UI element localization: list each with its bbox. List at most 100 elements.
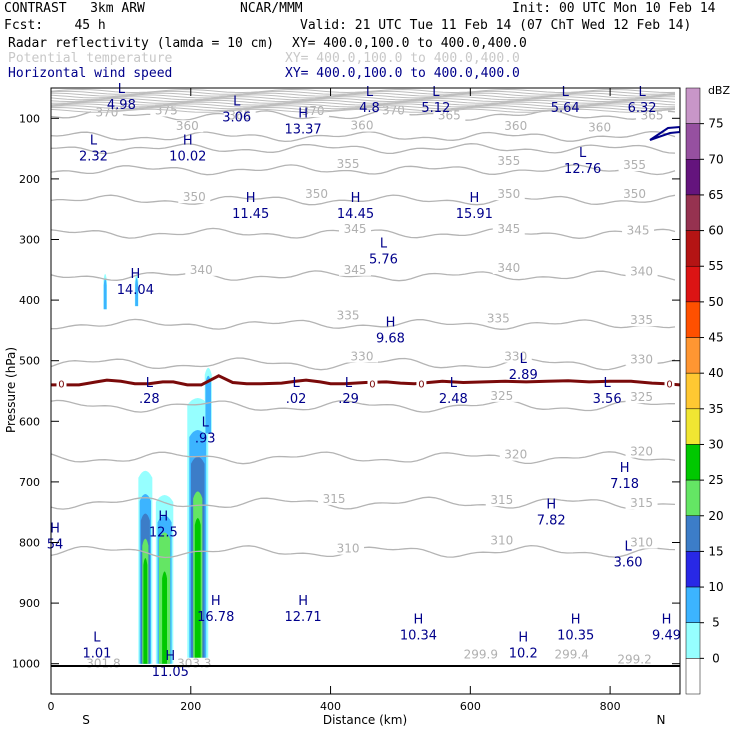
y-axis-label: Pressure (hPa)	[4, 347, 18, 433]
theta-label-bg	[625, 536, 658, 549]
wind-extremum-type: L	[562, 85, 570, 100]
theta-label-bg	[492, 154, 525, 167]
colorbar-level-label: 60	[708, 224, 723, 238]
theta-label-bg	[433, 109, 466, 122]
colorbar-level-label: 0	[712, 651, 720, 665]
colorbar-swatch	[685, 658, 701, 695]
stratosphere-contour-line	[51, 90, 676, 95]
colorbar-swatch	[685, 479, 701, 517]
theta-contour-label: 325	[490, 389, 513, 403]
x-tick-label: 400	[320, 700, 341, 713]
colorbar-swatch	[685, 372, 701, 410]
stratosphere-contour-line	[51, 92, 676, 97]
theta-label-bg	[625, 314, 658, 327]
wind-extremum-value: 3.56	[593, 392, 622, 407]
wind-extremum-value: 1.01	[82, 647, 111, 662]
freezing-level-layer: 0 0 0 0	[51, 125, 680, 391]
x-tick-label: 800	[600, 700, 621, 713]
theta-label-bg	[499, 350, 532, 363]
theta-contour-label: 355	[623, 158, 646, 172]
colorbar-level-label: 70	[708, 152, 723, 166]
field1-name: Radar reflectivity (lamda = 10 cm)	[8, 36, 275, 51]
theta-contour-label: 365	[438, 108, 461, 122]
wind-extremum-value: 7.82	[537, 513, 566, 528]
wind-extremum-value: 9.49	[652, 628, 681, 643]
wind-extremum-value: 3.60	[614, 556, 643, 571]
wind-extremum-type: H	[662, 612, 672, 627]
theta-label-bg	[555, 648, 588, 661]
colorbar-level-label: 25	[708, 473, 723, 487]
colorbar-level-label: 50	[708, 295, 723, 309]
wind-extremum-value: 4.8	[359, 101, 380, 116]
theta-label-bg	[485, 534, 518, 547]
theta-label-bg	[185, 263, 218, 276]
theta-label-bg	[625, 353, 658, 366]
wind-extremum-value: 12.71	[284, 610, 321, 625]
wind-extremum-value: .93	[195, 431, 216, 446]
y-tick-label: 100	[19, 112, 40, 125]
wind-extremum-value: 6.32	[628, 101, 657, 116]
theta-label-bg	[625, 497, 658, 510]
theta-label-bg	[625, 265, 658, 278]
theta-contour-355	[51, 164, 676, 176]
wind-extremum-type: L	[146, 376, 154, 391]
wind-extremum-type: H	[165, 649, 175, 664]
colorbar-level-label: 65	[708, 188, 723, 202]
wind-extremum-type: H	[246, 191, 256, 206]
wind-extremum-value: 5.12	[421, 101, 450, 116]
theta-contour-label: 350	[623, 187, 646, 201]
wind-extremum-value: 15.91	[456, 207, 493, 222]
freezing-label-bg	[56, 377, 67, 389]
theta-label-bg	[618, 188, 651, 201]
theta-contour-365	[51, 130, 676, 143]
wind-extremum-type: H	[620, 461, 630, 476]
org-label: NCAR/MMM	[240, 1, 303, 16]
theta-contour-label: 315	[630, 496, 653, 510]
theta-label-bg	[464, 648, 497, 661]
theta-contour-label: 350	[497, 187, 520, 201]
colorbar-swatch	[685, 551, 701, 588]
reflectivity-layer	[103, 273, 212, 664]
y-tick-label: 300	[19, 234, 40, 247]
stratosphere-contour-band	[51, 88, 676, 113]
wind-extremum-type: L	[579, 146, 587, 161]
x-tick-label: 0	[48, 700, 55, 713]
freezing-level-label: 0	[369, 380, 375, 391]
theta-contour-label: 315	[323, 492, 346, 506]
theta-label-bg	[485, 389, 518, 402]
theta-contour-label: 303.3	[177, 657, 211, 671]
wind-extremum-value: 11.45	[232, 207, 269, 222]
colorbar-swatch	[685, 159, 701, 196]
freezing-label-bg	[664, 377, 675, 389]
colorbar-swatch	[685, 515, 701, 552]
field1-xy: XY= 400.0,100.0 to 400.0,400.0	[292, 36, 527, 51]
theta-contour-335	[51, 318, 676, 330]
wind-extremum-type: L	[450, 376, 458, 391]
wind-extremum-value: 11.05	[152, 665, 189, 680]
colorbar-level-label: 75	[708, 117, 723, 131]
theta-label-bg	[178, 191, 211, 204]
theta-label-bg	[318, 492, 351, 505]
wind-extremum-value: 14.45	[337, 207, 374, 222]
wind-extremum-value: 2.48	[439, 392, 468, 407]
stratosphere-contour-line	[51, 108, 676, 113]
wind-extremum-value: 5.76	[369, 253, 398, 268]
y-tick-label: 800	[19, 537, 40, 550]
colorbar-swatch	[685, 586, 701, 623]
model-title: CONTRAST 3km ARW	[4, 1, 145, 16]
wind-extremum-value: 54	[47, 538, 64, 553]
theta-contour-label: 310	[630, 536, 653, 550]
theta-contour-label: 299.9	[464, 648, 498, 662]
colorbar-unit: dBZ	[708, 84, 731, 97]
wind-extremum-type: L	[118, 82, 126, 97]
theta-contour-label: 330	[504, 349, 527, 363]
theta-contour-label: 335	[630, 313, 653, 327]
stratosphere-contour-line	[51, 101, 676, 106]
colorbar-swatch	[685, 337, 701, 374]
reflectivity-cell	[194, 518, 201, 664]
stratosphere-contour-line	[51, 97, 676, 103]
theta-contour-label: 360	[351, 119, 374, 133]
wind-extremum-type: H	[298, 106, 308, 121]
theta-contour-label: 360	[588, 120, 611, 134]
wind-extremum-type: L	[292, 376, 300, 391]
